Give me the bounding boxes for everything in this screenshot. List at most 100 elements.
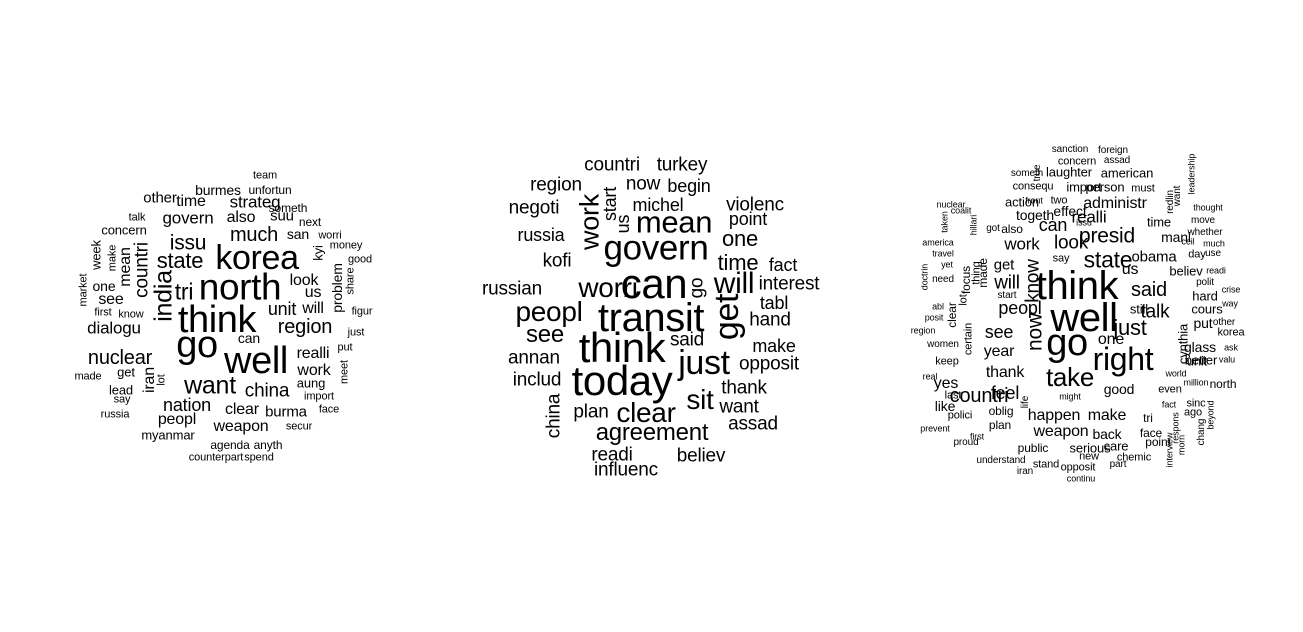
cloud-word: cours — [1191, 301, 1223, 317]
cloud-word: myanmar — [141, 427, 195, 443]
cloud-word: tri — [1143, 411, 1153, 425]
cloud-word: state — [1083, 246, 1133, 273]
cloud-word: dialogu — [87, 318, 141, 338]
cloud-word: kyi — [310, 245, 326, 261]
cloud-word: region — [530, 174, 582, 196]
cloud-word: start — [997, 290, 1017, 301]
cloud-word: understand — [976, 455, 1026, 466]
cloud-word: counterpart — [188, 451, 244, 464]
cloud-word: russian — [482, 278, 542, 300]
cloud-word: posit — [924, 312, 944, 323]
cloud-word: hard — [1192, 288, 1218, 304]
cloud-word: meet — [338, 359, 351, 385]
cloud-word: figur — [351, 305, 373, 318]
cloud-word: peopl — [998, 298, 1042, 318]
cloud-word: negoti — [508, 197, 560, 219]
cloud-word: sinc — [1186, 397, 1206, 410]
cloud-word: can — [1038, 215, 1068, 235]
cloud-word: mani — [1161, 229, 1191, 245]
cloud-word: want — [719, 396, 759, 418]
cloud-word: just — [347, 326, 365, 339]
cloud-word: suu — [270, 207, 294, 225]
cloud-word: money — [329, 239, 363, 252]
cloud-word: think — [1035, 264, 1119, 308]
cloud-word: say — [113, 393, 131, 406]
cloud-word: russia — [517, 225, 565, 245]
cloud-word: concern — [1057, 155, 1097, 168]
cloud-word: point — [728, 209, 768, 229]
cloud-word: one — [721, 226, 759, 251]
cloud-word: two — [1050, 194, 1068, 207]
cloud-word: first — [969, 431, 985, 442]
cloud-word: annan — [508, 347, 560, 369]
cloud-word: travel — [932, 248, 954, 259]
cloud-word: readi — [1206, 265, 1226, 276]
cloud-word: take — [1045, 362, 1095, 392]
cloud-word: us — [1121, 261, 1139, 278]
cloud-word: much — [1203, 238, 1225, 249]
cloud-word: will — [994, 272, 1020, 294]
cloud-word: san — [286, 226, 310, 242]
cloud-word: aung — [296, 375, 326, 391]
cloud-word: beyond — [1205, 400, 1216, 430]
cloud-word: assad — [1103, 155, 1131, 166]
cloud-word: go — [176, 324, 218, 366]
cloud-word: region — [277, 316, 333, 338]
cloud-word: govern — [603, 228, 709, 268]
cloud-word: public — [1017, 441, 1049, 455]
cloud-word: better — [1184, 352, 1218, 368]
cloud-word: issu — [169, 231, 207, 255]
cloud-word: might — [1059, 391, 1081, 402]
cloud-word: iran — [1016, 466, 1034, 477]
cloud-word: person — [1085, 179, 1125, 195]
cloud-word: yet — [941, 259, 953, 270]
cloud-word: see — [526, 321, 564, 348]
cloud-word: america — [922, 237, 954, 248]
cloud-word: way — [1222, 298, 1238, 309]
cloud-word: work — [297, 362, 331, 379]
cloud-word: influenc — [594, 459, 658, 481]
cloud-word: also — [1001, 222, 1023, 236]
cloud-word: also — [226, 209, 256, 226]
cloud-word: tri — [174, 278, 194, 305]
cloud-word: leadership — [1186, 153, 1197, 195]
cloud-word: worri — [578, 272, 638, 303]
cloud-word: lot — [155, 374, 168, 386]
cloud-word: feel — [990, 383, 1020, 403]
cloud-word: thank — [721, 377, 767, 399]
cloud-word: readi — [591, 444, 633, 466]
cloud-word: like — [934, 398, 956, 414]
cloud-word: share — [344, 267, 357, 295]
cloud-word: govern — [162, 208, 214, 228]
cloud-word: russia — [100, 408, 130, 421]
cloud-word: turkey — [656, 154, 708, 176]
cloud-word: ceil — [1181, 236, 1195, 247]
cloud-word: fact — [768, 255, 798, 275]
cloud-word: countri — [584, 154, 640, 176]
cloud-word: face — [1139, 426, 1163, 440]
cloud-word: new — [1079, 450, 1099, 463]
cloud-word: unit — [267, 299, 297, 319]
cloud-word: agreement — [595, 419, 709, 446]
cloud-word: issu — [1076, 217, 1092, 228]
cloud-word: consequ — [1012, 180, 1054, 193]
cloud-word: market — [77, 273, 90, 307]
cloud-word: oblig — [988, 404, 1014, 418]
cloud-word: week — [88, 240, 104, 270]
cloud-word: violenc — [726, 194, 784, 216]
cloud-word: talk — [128, 211, 146, 224]
cloud-word: secur — [285, 420, 313, 433]
cloud-word: know — [118, 308, 144, 321]
cloud-word: put — [1193, 315, 1213, 331]
cloud-word: weapon — [213, 418, 269, 435]
cloud-word: good — [1103, 381, 1135, 397]
cloud-word: get — [117, 364, 135, 380]
cloud-word: plan — [988, 418, 1012, 432]
cloud-word: one — [92, 278, 116, 294]
cloud-word: next — [298, 215, 322, 229]
cloud-word: day — [1188, 248, 1206, 261]
cloud-word: make — [752, 336, 796, 356]
cloud-word: taken — [939, 211, 950, 233]
cloud-word: american — [1100, 165, 1154, 181]
cloud-word: now — [625, 173, 661, 195]
